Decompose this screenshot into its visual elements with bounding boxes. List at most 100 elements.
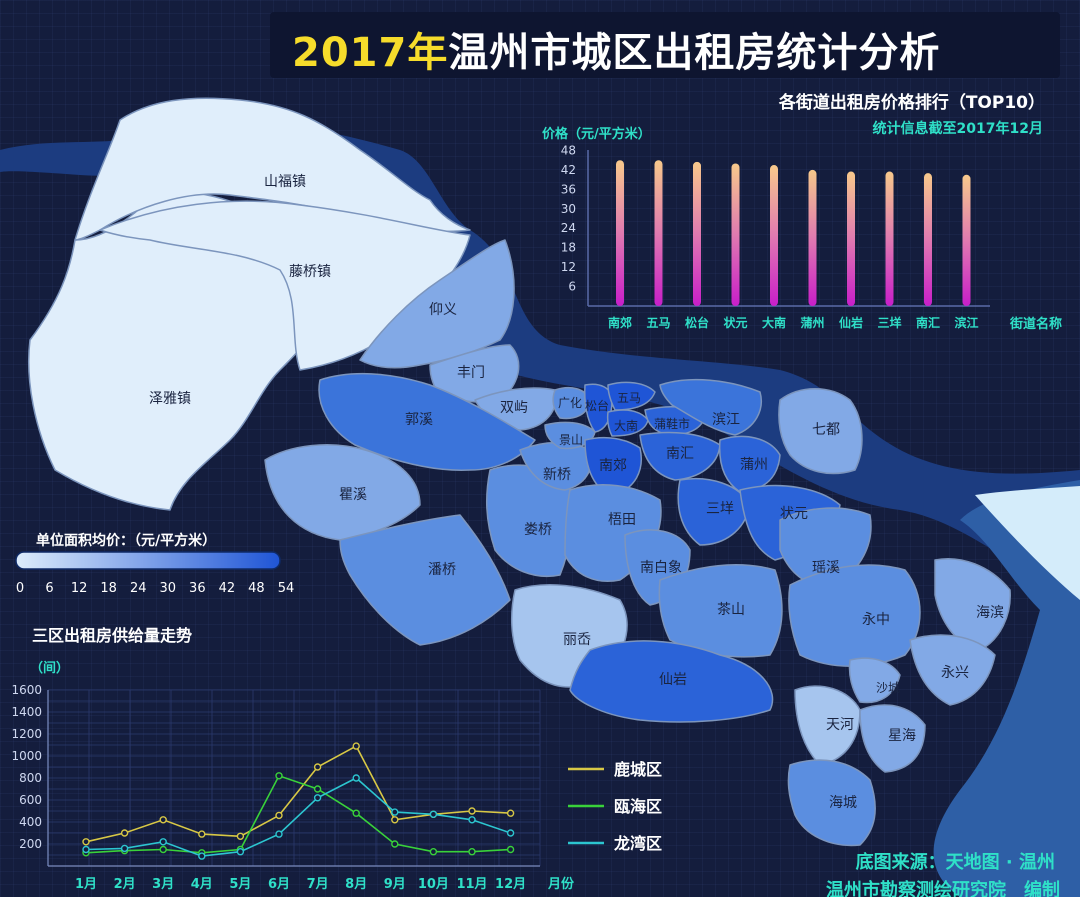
bar-mark	[962, 174, 971, 306]
line-x-tick: 5月	[229, 877, 251, 892]
bar-category-label: 南汇	[916, 315, 940, 330]
bar-y-tick: 36	[561, 182, 576, 196]
series-line	[85, 745, 511, 843]
line-y-tick: 1400	[11, 705, 42, 719]
region-haicheng	[787, 759, 876, 847]
region-quxi	[264, 444, 421, 541]
series-point	[198, 852, 206, 860]
bar-mark	[847, 171, 855, 306]
scale-tick-label: 18	[100, 581, 117, 596]
region-nanhui	[639, 431, 721, 481]
region-guanghua	[552, 387, 591, 420]
region-haibin	[934, 558, 1011, 651]
region-wuma	[607, 381, 656, 411]
scale-bar	[15, 551, 281, 570]
region-binjiang	[659, 378, 762, 436]
bar-category-label: 仙岩	[839, 315, 863, 330]
series-point	[159, 816, 167, 824]
bar-category-label: 松台	[685, 315, 709, 330]
line-x-tick: 1月	[75, 877, 97, 892]
series-line	[85, 777, 511, 857]
series-point	[468, 807, 476, 815]
series-point	[82, 838, 90, 846]
bar-mark	[885, 171, 894, 306]
series-point	[313, 794, 322, 802]
region-yangyi	[359, 239, 515, 369]
series-point	[506, 809, 515, 817]
line-x-tick: 2月	[114, 877, 136, 892]
title-year: 2017年	[292, 30, 449, 76]
scale-tick-label: 30	[160, 581, 177, 596]
series-point	[120, 829, 129, 837]
bar-category-label: 五马	[646, 316, 670, 330]
legend-label: 龙湾区	[613, 834, 662, 853]
bar-category-label: 蒲州	[800, 315, 824, 330]
bar-mark	[808, 169, 817, 306]
series-point	[506, 845, 515, 854]
bar-y-tick: 30	[561, 202, 576, 216]
region-sanyang	[677, 478, 751, 546]
series-point	[82, 845, 90, 854]
ou-river	[0, 121, 1080, 600]
scale-tick-label: 42	[219, 581, 236, 596]
price-bar-chart: 6 12 18 24 30 36 42 48 南郊 五马 松台 状元 大南 蒲州 仙岩 三垟 南汇 滨江	[561, 143, 990, 330]
bar-y-tick: 24	[561, 221, 576, 235]
title-background	[270, 12, 1060, 78]
series-point	[275, 830, 283, 838]
line-y-tick: 400	[19, 815, 42, 829]
sea	[933, 480, 1080, 897]
scale-tick-label: 0	[16, 581, 24, 596]
series-point	[198, 830, 206, 838]
series-point	[159, 838, 167, 846]
series-point	[352, 809, 360, 817]
scale-tick-label: 36	[189, 581, 206, 596]
series-point	[236, 832, 245, 840]
series-point	[236, 848, 245, 856]
line-x-tick: 4月	[191, 877, 213, 892]
bar-mark	[616, 160, 624, 306]
scale-tick-label: 24	[130, 581, 147, 596]
bar-category-label: 三垟	[877, 315, 901, 330]
bar-category-label: 南郊	[608, 315, 632, 330]
line-y-tick: 1000	[11, 749, 42, 763]
page-title: 2017年温州市城区出租房统计分析	[292, 20, 940, 78]
line-x-tick: 7月	[307, 877, 329, 892]
line-y-tick: 1600	[11, 683, 42, 697]
title-main: 温州市城区出租房统计分析	[448, 30, 941, 76]
line-x-tick: 8月	[345, 877, 367, 892]
series-point	[429, 848, 438, 856]
region-shanfu	[74, 97, 471, 241]
line-y-tick: 1200	[11, 727, 42, 741]
series-point	[468, 816, 476, 824]
line-y-tick: 200	[19, 837, 42, 851]
price-scale: 0 6 12 18 24 30 36 42 48 54	[15, 551, 294, 596]
bar-y-tick: 42	[561, 163, 576, 177]
region-xianyan	[569, 640, 774, 723]
series-point	[275, 811, 283, 820]
coast-shoal	[975, 486, 1080, 600]
line-x-tick: 10月	[418, 877, 449, 892]
bar-mark	[693, 161, 701, 306]
series-point	[275, 772, 283, 780]
series-point	[391, 840, 399, 848]
line-x-tick: 12月	[495, 877, 526, 892]
scale-tick-label: 48	[248, 581, 265, 596]
bar-mark	[731, 163, 740, 306]
scale-tick-label: 6	[45, 581, 53, 596]
scale-tick-label: 12	[71, 581, 88, 596]
legend-label: 鹿城区	[614, 760, 662, 779]
region-panqiao	[339, 514, 511, 646]
series-line	[85, 774, 511, 854]
series-point	[159, 845, 167, 854]
bar-category-label: 滨江	[954, 315, 978, 330]
bar-y-tick: 18	[561, 241, 576, 255]
bar-mark	[654, 160, 663, 306]
bar-category-label: 状元	[723, 315, 747, 330]
scale-tick-label: 54	[278, 581, 295, 596]
series-point	[313, 763, 322, 771]
scale-ticks: 0 6 12 18 24 30 36 42 48 54	[16, 581, 294, 596]
region-qidu	[778, 388, 863, 475]
